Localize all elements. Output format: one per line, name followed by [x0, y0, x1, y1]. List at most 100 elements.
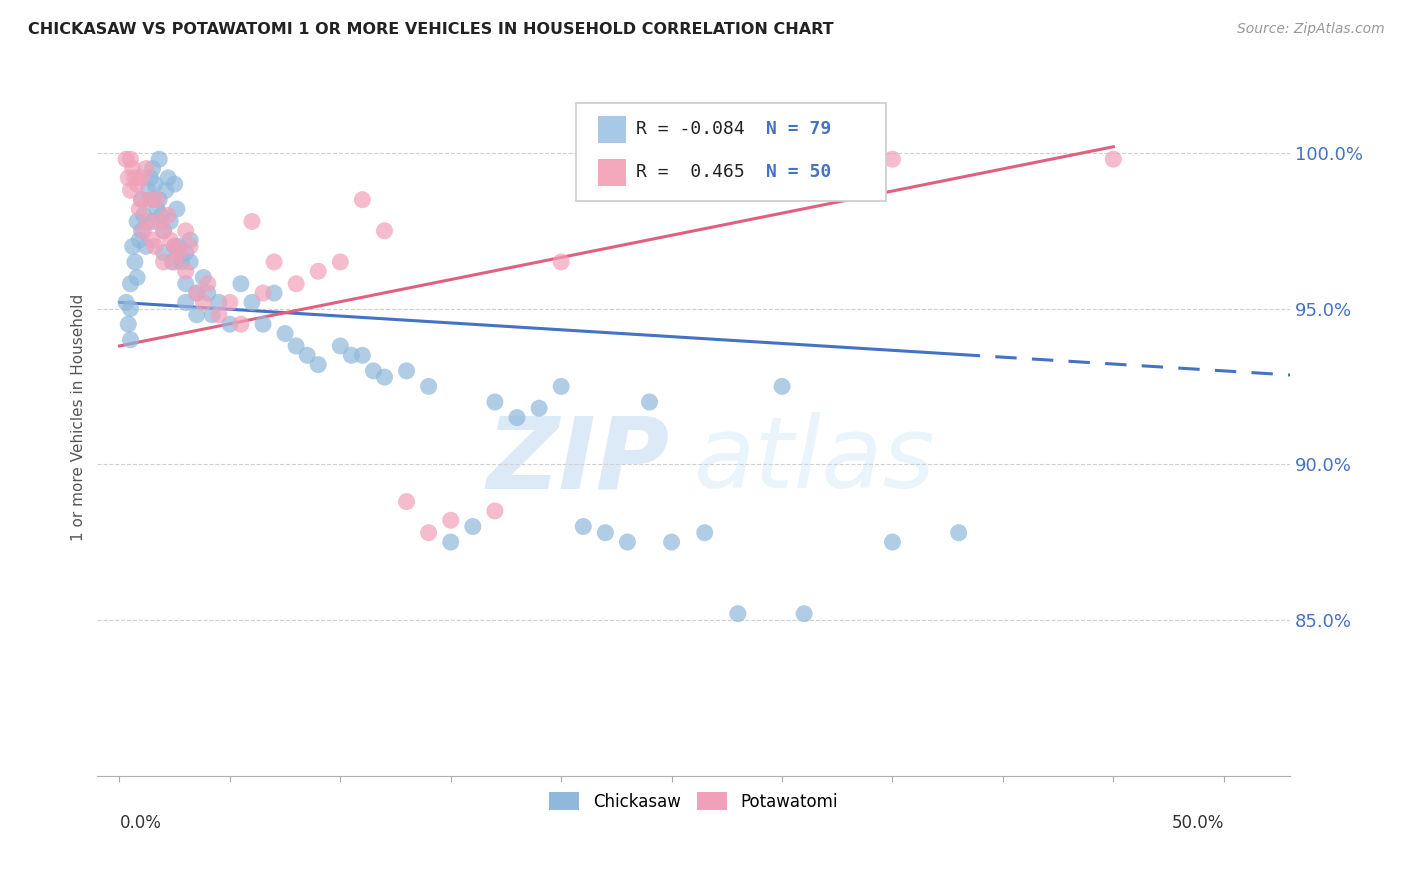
Point: [595, 525, 617, 540]
Point: [179, 255, 201, 269]
Point: [132, 208, 155, 222]
Point: [143, 239, 166, 253]
Point: [174, 277, 197, 291]
Point: [693, 525, 716, 540]
Point: [193, 295, 215, 310]
Point: [131, 193, 153, 207]
Point: [218, 317, 240, 331]
Point: [638, 395, 661, 409]
Point: [159, 214, 181, 228]
Point: [197, 286, 219, 301]
Point: [152, 255, 174, 269]
Point: [120, 301, 142, 316]
Point: [373, 370, 395, 384]
Point: [240, 295, 263, 310]
Point: [395, 494, 418, 508]
Point: [136, 183, 159, 197]
Point: [572, 519, 595, 533]
Point: [218, 295, 240, 310]
Text: R =  0.465: R = 0.465: [636, 163, 744, 181]
Text: CHICKASAW VS POTAWATOMI 1 OR MORE VEHICLES IN HOUSEHOLD CORRELATION CHART: CHICKASAW VS POTAWATOMI 1 OR MORE VEHICL…: [28, 22, 834, 37]
Point: [186, 286, 208, 301]
Point: [121, 239, 143, 253]
Point: [148, 214, 170, 228]
Point: [197, 277, 219, 291]
Point: [117, 317, 139, 331]
Text: N = 79: N = 79: [766, 120, 831, 138]
Point: [155, 183, 177, 197]
Point: [363, 364, 385, 378]
Point: [484, 504, 506, 518]
Point: [159, 233, 181, 247]
Point: [157, 170, 180, 185]
Point: [352, 348, 374, 362]
Point: [307, 264, 329, 278]
Point: [263, 255, 285, 269]
Point: [329, 255, 352, 269]
Point: [157, 208, 180, 222]
Point: [252, 286, 274, 301]
Point: [527, 401, 550, 416]
Point: [948, 525, 970, 540]
Point: [661, 161, 683, 176]
Point: [152, 224, 174, 238]
Point: [139, 170, 162, 185]
Point: [120, 183, 142, 197]
Point: [142, 193, 165, 207]
Point: [263, 286, 285, 301]
Point: [162, 255, 184, 269]
Legend: Chickasaw, Potawatomi: Chickasaw, Potawatomi: [543, 786, 845, 817]
Point: [418, 379, 440, 393]
Point: [127, 270, 149, 285]
Text: Source: ZipAtlas.com: Source: ZipAtlas.com: [1237, 22, 1385, 37]
Point: [550, 379, 572, 393]
Point: [146, 193, 169, 207]
Point: [124, 255, 146, 269]
Point: [127, 214, 149, 228]
Point: [148, 152, 170, 166]
Text: atlas: atlas: [693, 412, 935, 509]
Point: [418, 525, 440, 540]
Point: [152, 224, 174, 238]
Point: [285, 277, 308, 291]
Point: [373, 224, 395, 238]
Point: [148, 193, 170, 207]
Point: [163, 239, 186, 253]
Point: [186, 286, 208, 301]
Point: [174, 264, 197, 278]
Point: [132, 224, 155, 238]
Point: [142, 214, 165, 228]
Point: [329, 339, 352, 353]
Point: [882, 152, 904, 166]
Point: [506, 410, 529, 425]
Point: [174, 224, 197, 238]
Point: [150, 208, 173, 222]
Y-axis label: 1 or more Vehicles in Household: 1 or more Vehicles in Household: [72, 294, 86, 541]
Point: [186, 308, 208, 322]
Point: [252, 317, 274, 331]
Point: [163, 177, 186, 191]
Point: [142, 161, 165, 176]
Point: [120, 277, 142, 291]
Point: [115, 152, 138, 166]
Point: [295, 348, 318, 362]
Point: [340, 348, 363, 362]
Point: [128, 202, 150, 216]
Point: [139, 193, 162, 207]
Point: [131, 170, 153, 185]
Point: [163, 255, 186, 269]
Point: [229, 277, 252, 291]
Point: [143, 177, 166, 191]
Point: [152, 245, 174, 260]
Point: [193, 270, 215, 285]
Point: [661, 535, 683, 549]
Point: [142, 233, 165, 247]
Point: [274, 326, 297, 341]
Point: [120, 333, 142, 347]
Point: [124, 170, 146, 185]
Point: [179, 239, 201, 253]
Point: [1102, 152, 1125, 166]
Point: [550, 255, 572, 269]
Point: [395, 364, 418, 378]
Point: [146, 202, 169, 216]
